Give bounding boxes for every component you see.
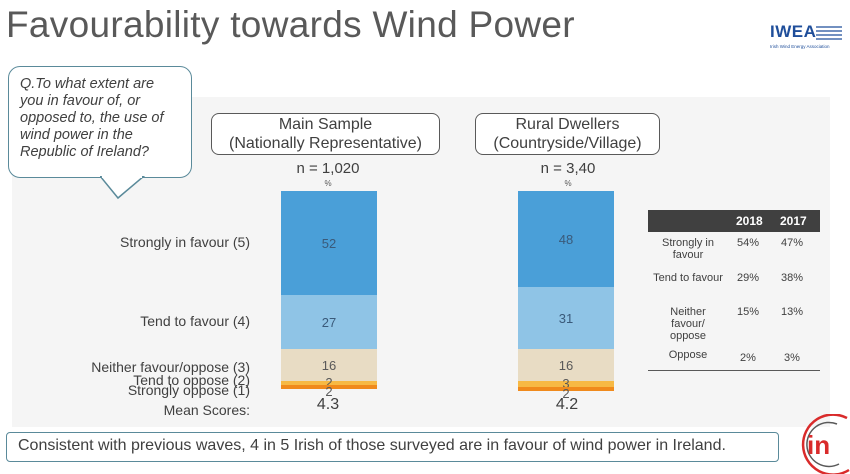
logo-subtitle: Irish Wind Energy Association <box>770 44 830 49</box>
bar-value-label: 2 <box>562 386 569 401</box>
table-cell-2017: 38% <box>780 272 804 284</box>
page-title: Favourability towards Wind Power <box>6 4 575 45</box>
logo-text: IWEA <box>770 22 817 41</box>
label-strongly-in-favour: Strongly in favour (5) <box>120 234 250 250</box>
rural-sample-header: Rural Dwellers (Countryside/Village) <box>475 113 660 155</box>
main-sample-header: Main Sample (Nationally Representative) <box>211 113 440 155</box>
bar-value-label: 3 <box>562 376 569 391</box>
question-bubble: Q.To what extent are you in favour of, o… <box>8 66 192 178</box>
bar-value-label: 48 <box>559 232 573 247</box>
bar-segment <box>281 349 377 381</box>
wind-lines-icon <box>816 26 842 40</box>
bar-value-label: 52 <box>322 236 336 251</box>
table-cell-2018: 2% <box>740 352 756 364</box>
table-cell-2017: 13% <box>780 306 804 318</box>
iwea-logo: IWEA Irish Wind Energy Association <box>770 22 842 52</box>
main-sample-subtitle: (Nationally Representative) <box>229 135 422 152</box>
table-row-label: Oppose <box>668 349 708 361</box>
table-row: Tend to favour 29% 38% <box>648 268 820 302</box>
bar-segment <box>281 385 377 389</box>
bar-value-label: 16 <box>559 358 573 373</box>
bar-segment <box>518 387 614 391</box>
main-sample-n: n = 1,020 <box>296 160 360 177</box>
mean-scores-label: Mean Scores: <box>163 402 250 418</box>
label-tend-to-favour: Tend to favour (4) <box>140 313 250 329</box>
bar-value-label: 2 <box>325 384 332 399</box>
summary-footer: Consistent with previous waves, 4 in 5 I… <box>6 432 779 462</box>
table-cell-2017: 47% <box>780 237 804 249</box>
bar-segment <box>281 295 377 349</box>
table-row-label: Neither favour/ oppose <box>669 306 707 342</box>
bar-segment <box>281 381 377 385</box>
table-cell-2017: 3% <box>784 352 800 364</box>
bar-segment <box>518 191 614 287</box>
bar-segment <box>281 191 377 295</box>
comparison-table: 2018 2017 Strongly in favour 54% 47% Ten… <box>648 210 820 371</box>
label-neither: Neither favour/oppose (3) <box>91 359 250 375</box>
speech-bubble-tail <box>100 176 146 200</box>
bar-segment <box>518 349 614 381</box>
main-sample-mean: 4.3 <box>316 396 340 413</box>
label-strongly-oppose: Strongly oppose (1) <box>127 382 250 398</box>
main-sample-title: Main Sample <box>278 116 373 133</box>
table-row-label: Strongly in favour <box>662 237 714 261</box>
table-header: 2018 2017 <box>648 210 820 232</box>
table-cell-2018: 54% <box>736 237 760 249</box>
brand-logo-text: in <box>807 430 830 460</box>
bar-value-label: 16 <box>322 358 336 373</box>
table-header-2018: 2018 <box>736 214 763 228</box>
bar-value-label: 2 <box>325 375 332 390</box>
bar-value-label: 27 <box>322 315 336 330</box>
rural-sample-title: Rural Dwellers <box>515 116 620 133</box>
rural-sample-n: n = 3,40 <box>540 160 596 177</box>
bar-segment <box>518 287 614 349</box>
label-tend-to-oppose: Tend to oppose (2) <box>133 372 250 388</box>
table-row-label: Tend to favour <box>653 272 723 284</box>
bar-segment <box>518 381 614 387</box>
table-header-2017: 2017 <box>780 214 807 228</box>
table-row: Strongly in favour 54% 47% <box>648 232 820 268</box>
brand-logo: in <box>801 414 850 474</box>
table-cell-2018: 29% <box>736 272 760 284</box>
rural-sample-pct-unit: % <box>564 179 572 188</box>
main-sample-pct-unit: % <box>324 179 332 188</box>
table-row: Neither favour/ oppose 15% 13% <box>648 302 820 346</box>
table-row: Oppose 2% 3% <box>648 346 820 370</box>
table-cell-2018: 15% <box>736 306 760 318</box>
bar-value-label: 31 <box>559 311 573 326</box>
rural-sample-subtitle: (Countryside/Village) <box>493 135 642 152</box>
rural-sample-mean: 4.2 <box>555 396 579 413</box>
